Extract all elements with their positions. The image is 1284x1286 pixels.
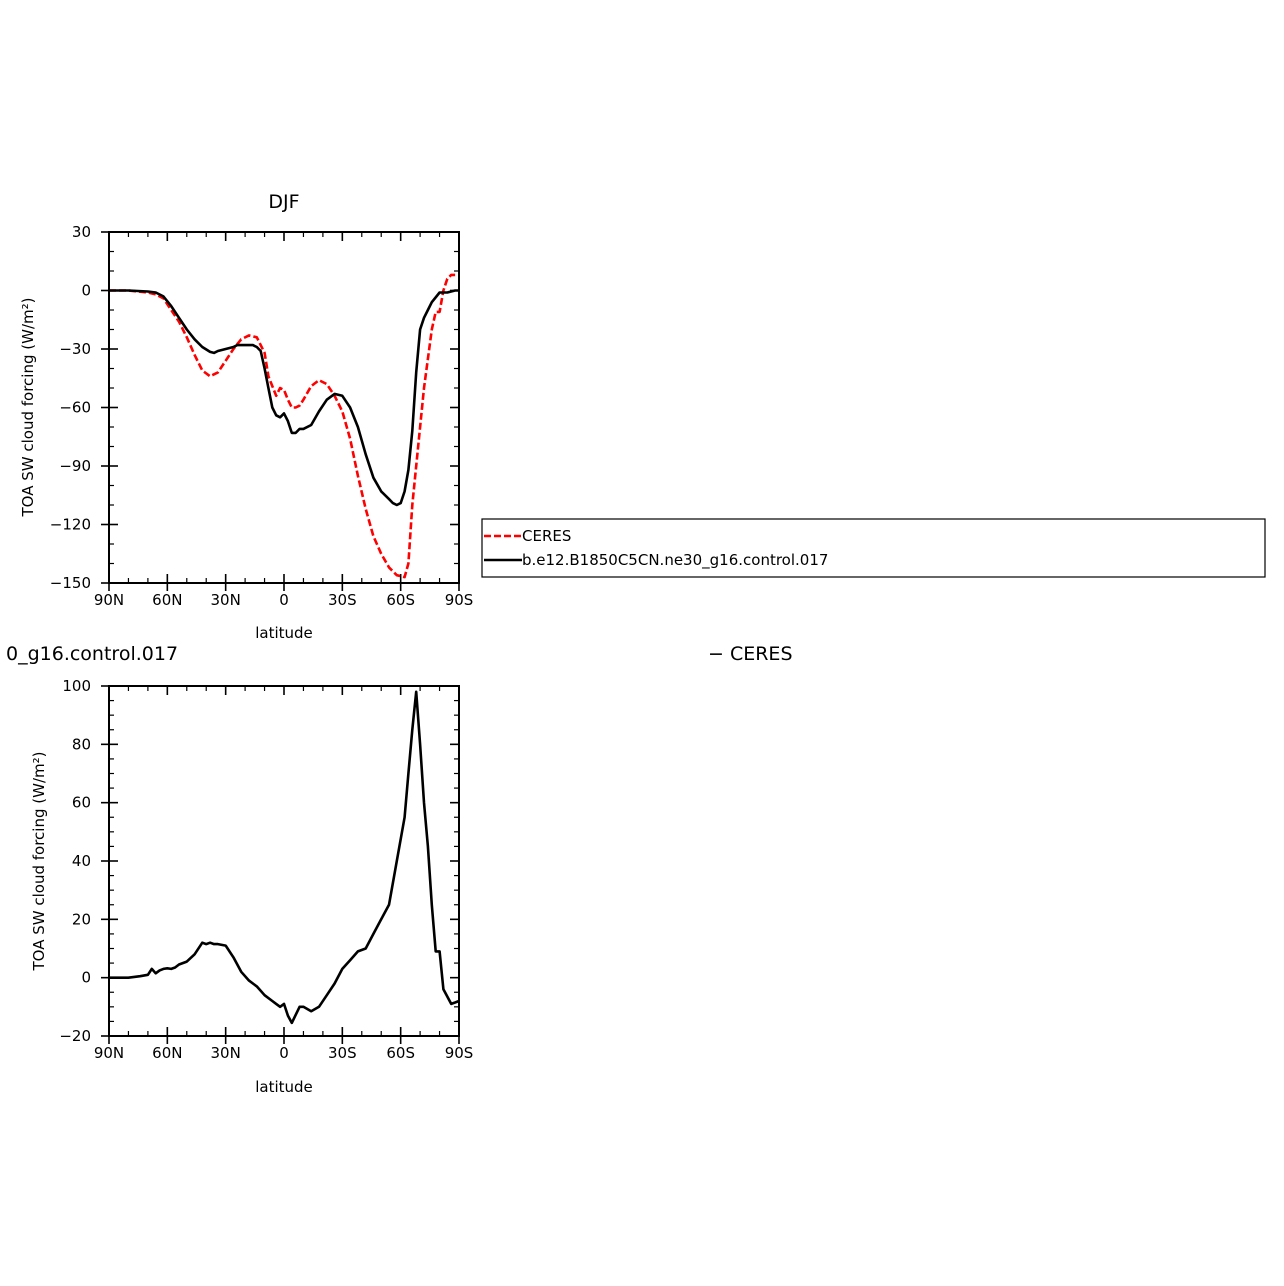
- panel2-ticks: [101, 685, 460, 1044]
- panel1-title: DJF: [268, 191, 299, 213]
- x-tick-label: 90N: [94, 591, 124, 609]
- x-tick-label: 30N: [211, 591, 241, 609]
- y-tick-label: 80: [72, 735, 91, 753]
- y-tick-label: −60: [59, 399, 91, 417]
- panel-difference: 0_g16.control.017 − CERES −20 0 20 40 60 80 10…: [6, 643, 793, 1096]
- series-line-0: [109, 690, 460, 1025]
- y-tick-label: 20: [72, 910, 91, 928]
- x-tick-label: 30N: [211, 1044, 241, 1062]
- x-tick-label: 90S: [445, 1044, 474, 1062]
- x-tick-label: 0: [279, 591, 289, 609]
- panel1-plot-frame: [108, 231, 460, 584]
- panel1-series: [109, 273, 459, 579]
- y-tick-label: −150: [50, 574, 91, 592]
- x-tick-label: 90N: [94, 1044, 124, 1062]
- panel1-y-axis-title: TOA SW cloud forcing (W/m²): [19, 298, 37, 518]
- panel2-y-tick-labels: −20 0 20 40 60 80 100: [59, 677, 91, 1045]
- panel1-x-axis-title: latitude: [255, 624, 313, 642]
- legend-label-model: b.e12.B1850C5CN.ne30_g16.control.017: [522, 551, 828, 570]
- x-tick-label: 60S: [386, 1044, 415, 1062]
- panel2-series: [109, 690, 460, 1025]
- x-tick-label: 90S: [445, 591, 474, 609]
- legend-label-ceres: CERES: [522, 527, 571, 545]
- panel1-y-tick-labels: −150 −120 −90 −60 −30 0 30: [50, 223, 91, 592]
- y-tick-label: 0: [81, 282, 91, 300]
- x-tick-label: 30S: [328, 1044, 357, 1062]
- panel2-x-tick-labels: 90N 60N 30N 0 30S 60S 90S: [94, 1044, 473, 1062]
- panel2-y-axis-title: TOA SW cloud forcing (W/m²): [30, 752, 48, 972]
- panel2-plot-frame: [108, 685, 460, 1037]
- series-line-1: [109, 289, 459, 507]
- series-line-0: [109, 273, 456, 579]
- panel-djf: DJF −150 −120 −90 −60 −30 0 30 90N 60N 30N 0 30S 60…: [19, 191, 473, 642]
- y-tick-label: −20: [59, 1027, 91, 1045]
- y-tick-label: −90: [59, 457, 91, 475]
- panel2-x-axis-title: latitude: [255, 1078, 313, 1096]
- y-tick-label: 0: [81, 969, 91, 987]
- panel2-title-fragment-right: − CERES: [708, 643, 793, 665]
- x-tick-label: 60S: [386, 591, 415, 609]
- x-tick-label: 60N: [152, 1044, 182, 1062]
- y-tick-label: 40: [72, 852, 91, 870]
- panel1-x-tick-labels: 90N 60N 30N 0 30S 60S 90S: [94, 591, 473, 609]
- y-tick-label: 60: [72, 794, 91, 812]
- x-tick-label: 60N: [152, 591, 182, 609]
- panel1-ticks: [101, 231, 460, 591]
- y-tick-label: −120: [50, 516, 91, 534]
- x-tick-label: 0: [279, 1044, 289, 1062]
- y-tick-label: 30: [72, 223, 91, 241]
- x-tick-label: 30S: [328, 591, 357, 609]
- panel2-title-fragment-left: 0_g16.control.017: [6, 643, 178, 665]
- y-tick-label: 100: [62, 677, 91, 695]
- legend: CERES b.e12.B1850C5CN.ne30_g16.control.0…: [481, 518, 1266, 578]
- y-tick-label: −30: [59, 340, 91, 358]
- legend-box: [481, 518, 1266, 578]
